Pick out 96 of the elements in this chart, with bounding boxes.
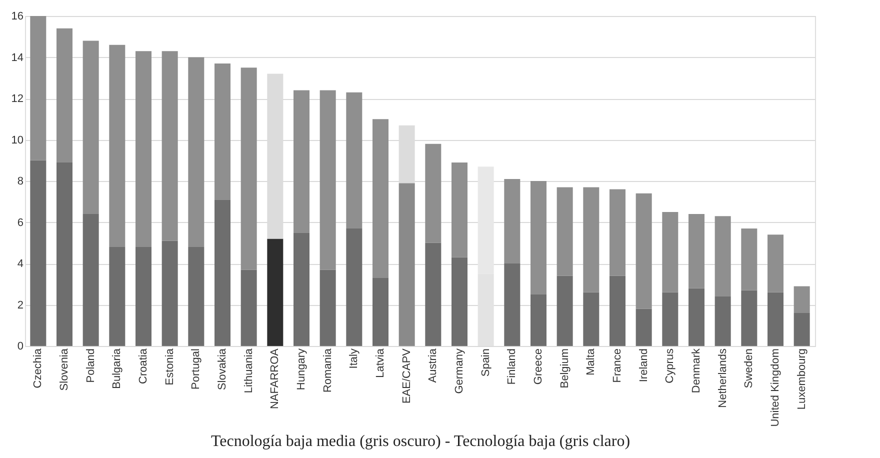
bar [398,183,415,346]
x-tick-label: Poland [84,348,97,383]
bar [188,247,204,346]
x-tick-label: Estonia [164,348,176,386]
y-tick-label: 4 [17,258,24,270]
bar [82,214,99,346]
bar [741,290,758,346]
bar [714,296,731,346]
bar [794,286,810,313]
bar [688,288,704,346]
bar [109,247,126,346]
bar [372,119,388,278]
x-tick-label: Finland [506,348,518,385]
bar [662,212,678,292]
bar [768,292,784,346]
bar [425,144,442,243]
x-tick-label: Portugal [190,348,202,390]
x-tick-label: Czechia [32,348,44,388]
bar [714,216,731,296]
x-tick-label: Austria [427,348,440,383]
bar [583,292,600,346]
y-tick-label: 16 [11,10,24,22]
bar [530,294,546,346]
x-tick-label: Netherlands [716,348,729,408]
x-tick-label: NAFARROA [269,348,282,410]
y-tick-label: 0 [17,340,24,352]
bar [56,162,72,346]
bar [452,257,468,346]
x-tick-label: Croatia [138,348,150,384]
y-tick-label: 12 [11,93,24,105]
y-tick-label: 2 [17,299,24,312]
bar [240,270,257,346]
bar [136,247,152,346]
bar [610,276,626,346]
x-tick-label: Greece [532,348,544,385]
bar [768,234,784,292]
bar [294,232,310,346]
bar [530,181,546,294]
bar [320,90,336,270]
x-tick-label: Hungary [296,348,308,390]
x-tick-label: France [612,348,624,383]
x-tick-label: Ireland [638,348,650,382]
bar [162,51,178,241]
bar [82,40,99,214]
bar [636,308,652,346]
bar [136,51,152,247]
y-tick-label: 10 [11,134,24,146]
bar [688,214,704,288]
bar [504,264,520,346]
x-tick-label: Luxembourg [796,348,808,410]
bar [556,187,573,276]
x-tick-label: Bulgaria [111,348,124,389]
x-tick-label: Italy [348,348,360,369]
x-tick-label: Slovakia [216,348,228,390]
bar [30,160,46,346]
x-tick-label: EAE/CAPV [400,348,413,404]
bar [636,193,652,309]
bar [452,162,468,258]
bar [188,57,204,247]
bar [30,16,46,160]
y-tick-label: 6 [17,216,24,229]
x-tick-label: Sweden [743,348,756,388]
bar [162,240,178,346]
bar [741,228,758,290]
bar [240,68,257,270]
bar [346,228,362,346]
bar [610,189,626,276]
bar [556,276,573,346]
bar [583,187,600,292]
bar [504,178,520,264]
bar [109,44,126,247]
bar [320,270,336,346]
x-tick-label: Belgium [558,348,571,388]
y-tick-label: 14 [11,52,24,64]
bar [294,90,310,233]
x-tick-label: Slovenia [58,348,70,391]
bar [794,313,810,346]
bar [372,278,388,346]
bar [267,238,284,346]
bar [425,242,442,346]
x-tick-label: Cyprus [664,348,676,384]
x-tick-label: Malta [585,348,598,376]
x-tick-label: Latvia [374,348,386,378]
x-tick-label: Lithuania [242,348,255,394]
bar [662,292,678,346]
x-tick-label: Germany [454,348,466,394]
x-tick-label: Romania [322,348,334,393]
bar [214,200,230,346]
bar [56,28,72,162]
x-tick-label: United Kingdom [770,348,782,427]
x-tick-label: Spain [480,348,492,377]
y-tick-label: 8 [17,176,24,188]
bar [214,63,230,200]
bar [346,92,362,228]
x-tick-label: Denmark [690,348,702,394]
x-axis-title: Tecnología baja media (gris oscuro) - Tecnología baja (gris claro) [210,432,630,450]
